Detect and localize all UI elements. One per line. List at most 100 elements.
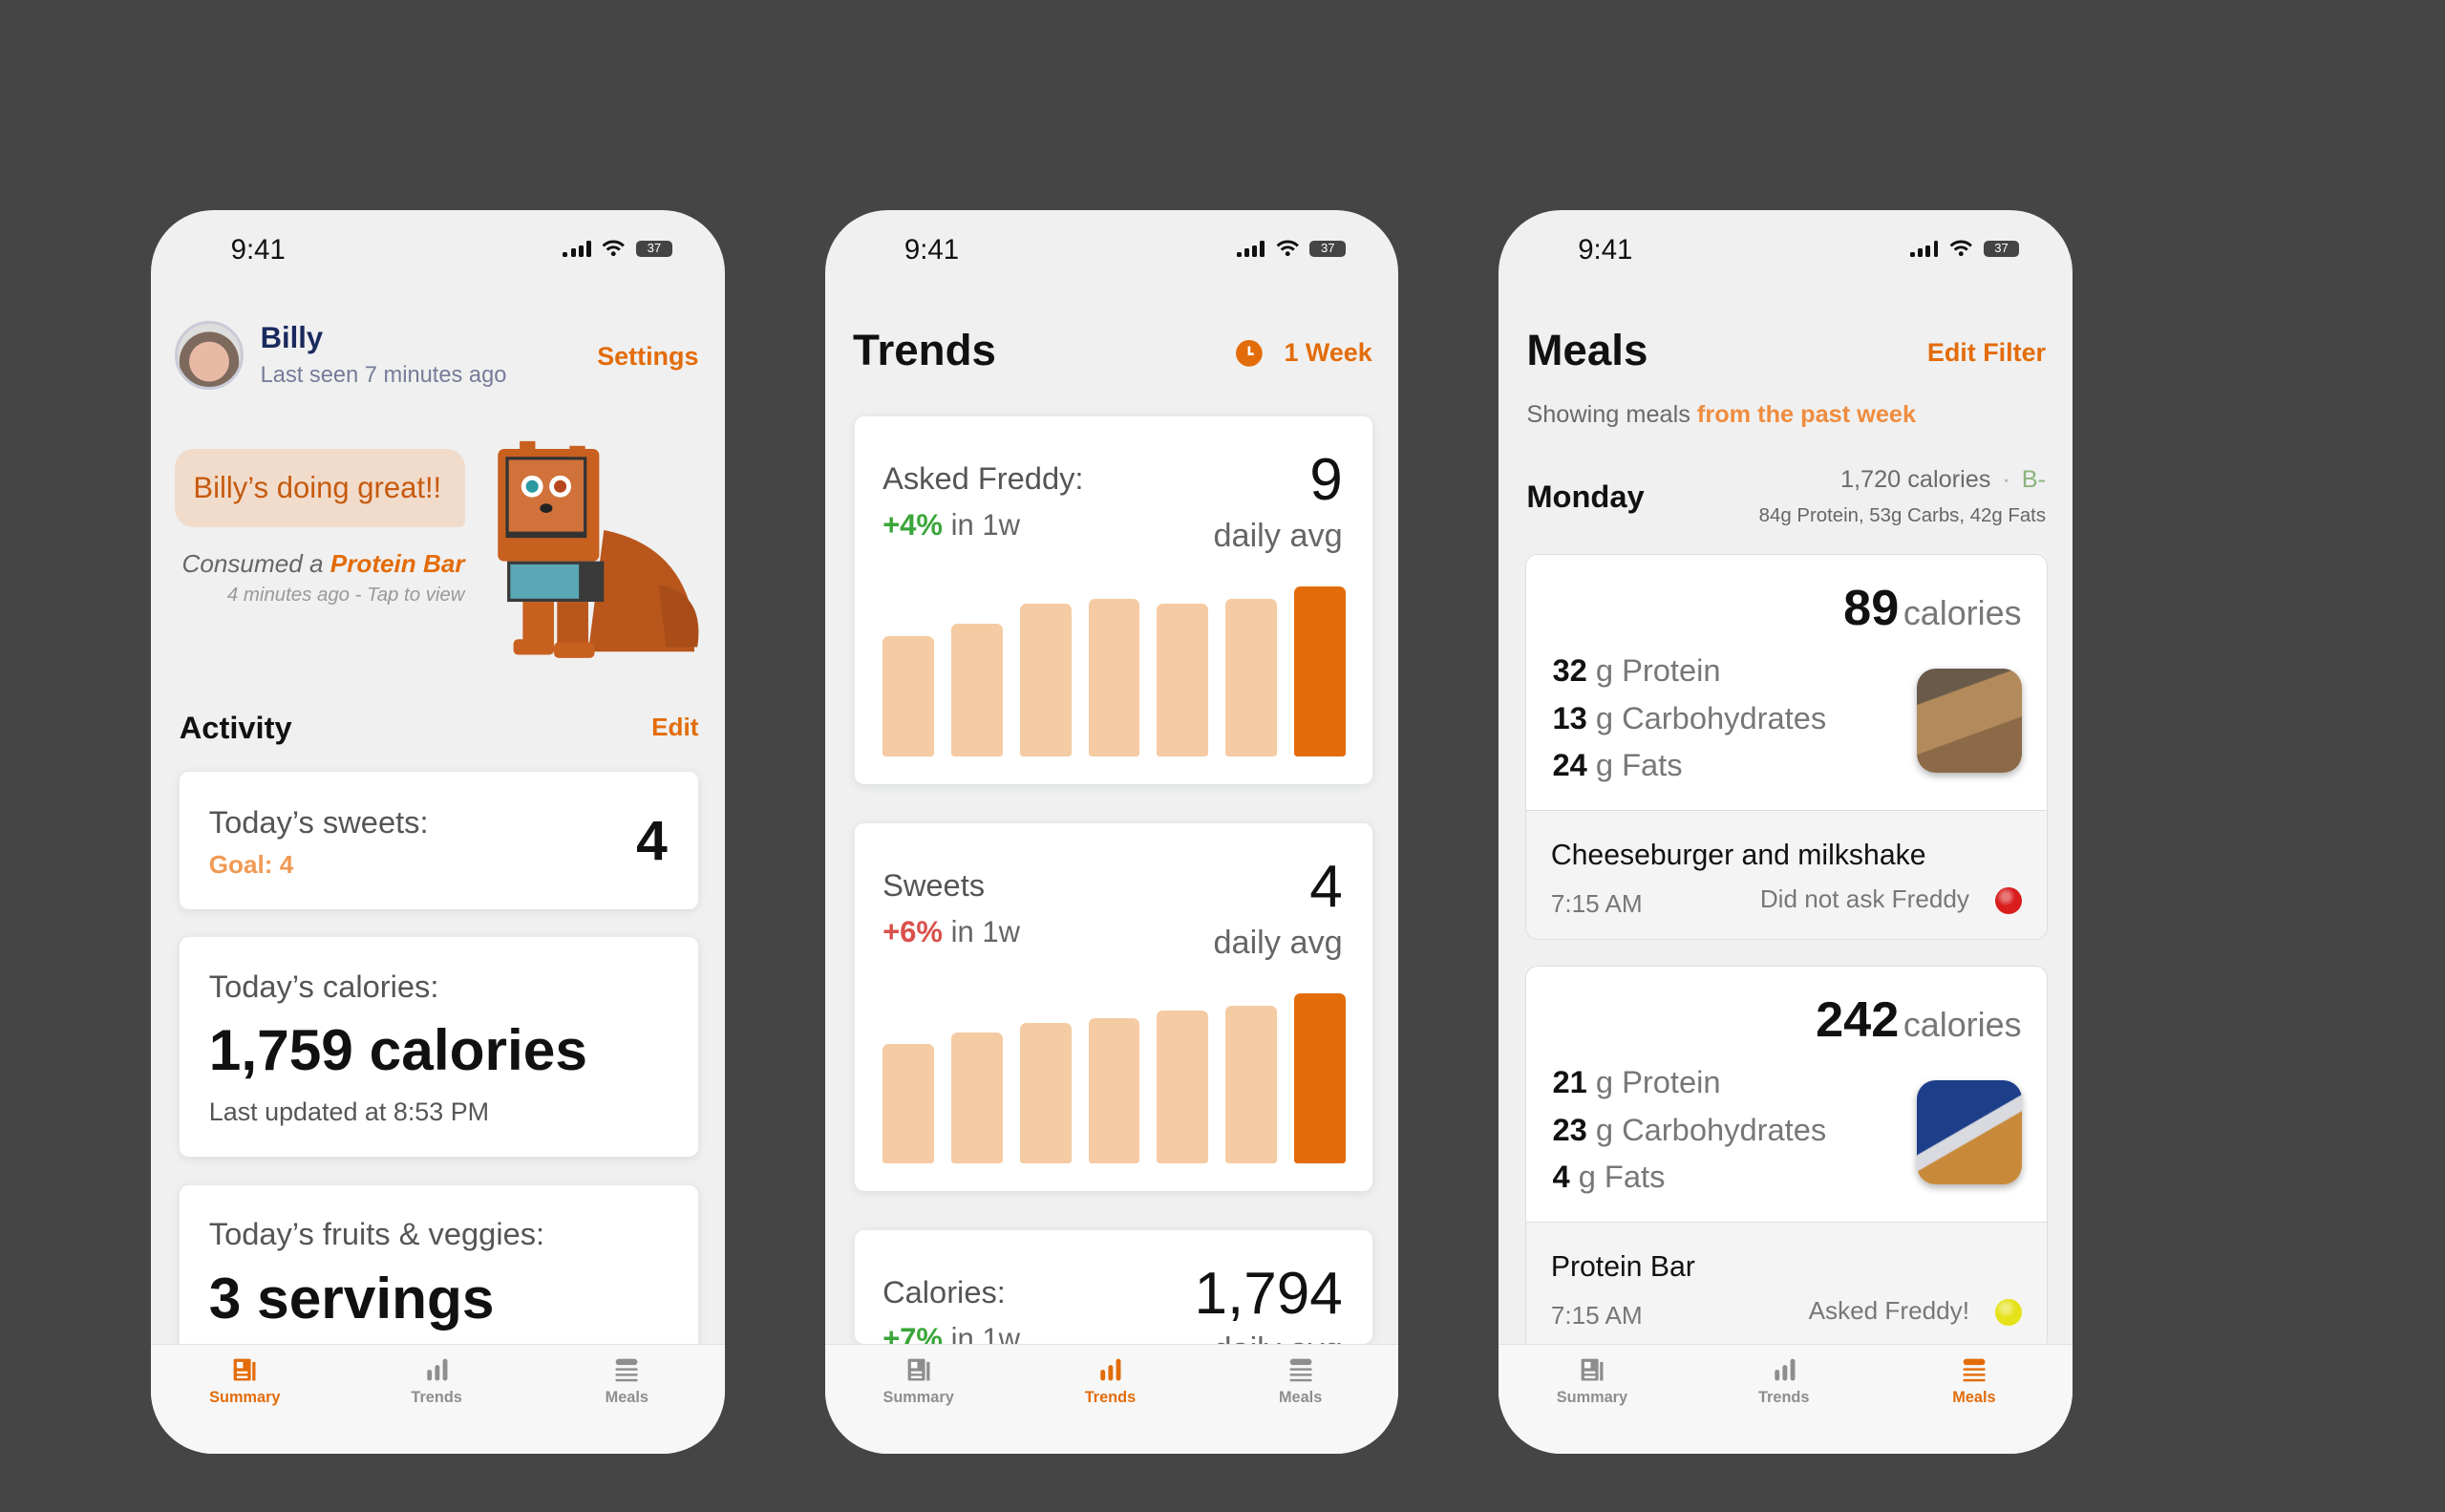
sweets-card[interactable]: Today’s sweets: Goal: 4 4 <box>179 772 699 909</box>
page-title: Meals <box>1526 326 1648 375</box>
activity-edit-link[interactable]: Edit <box>651 713 699 742</box>
trend-change-suffix: in 1w <box>950 1322 1021 1345</box>
trend-change: +4% in 1w <box>882 508 1020 543</box>
wifi-icon <box>1276 240 1299 257</box>
trend-bar <box>950 624 1003 756</box>
meal-card[interactable]: 89 calories 32 g Protein 13 g Carbohydra… <box>1524 553 2048 941</box>
wifi-icon <box>602 240 626 257</box>
showing-prefix: Showing meals <box>1526 400 1690 428</box>
meals-icon <box>1963 1359 1986 1382</box>
trend-change-value: +6% <box>882 915 944 949</box>
day-title: Monday <box>1526 479 1645 515</box>
tab-meals[interactable]: Meals <box>1912 1357 2037 1407</box>
tab-summary[interactable]: Summary <box>1530 1357 1655 1407</box>
trends-icon <box>427 1359 448 1381</box>
tab-trends[interactable]: Trends <box>374 1357 500 1407</box>
wifi-icon <box>1949 240 1972 257</box>
range-selector[interactable]: 1 Week <box>1235 338 1372 368</box>
meal-freddy-text: Did not ask Freddy <box>1759 884 1969 914</box>
trend-card[interactable]: Calories: +7% in 1w 1,794 daily avg <box>854 1230 1372 1345</box>
red-status-dot-icon <box>1994 887 2022 915</box>
tab-trends[interactable]: Trends <box>1721 1357 1846 1407</box>
freddy-robot-dog-illustration <box>497 441 698 658</box>
trend-change: +6% in 1w <box>882 915 1020 949</box>
trend-bar <box>882 1043 934 1163</box>
trend-card[interactable]: Sweets +6% in 1w 4 daily avg <box>854 823 1372 1192</box>
meal-protein: 32 g Protein <box>1552 652 1721 689</box>
trend-bar <box>950 1033 1003 1163</box>
fruits-value: 3 servings <box>208 1266 495 1331</box>
battery-icon: 37 <box>1309 241 1346 257</box>
trends-screen: 9:41 37 Trends 1 Week Asked Freddy: +4% … <box>824 210 1399 1454</box>
meal-photo[interactable] <box>1917 1079 2022 1185</box>
trend-unit: daily avg <box>1213 1331 1342 1344</box>
trend-value: 9 <box>1309 446 1343 513</box>
meal-photo[interactable] <box>1917 668 2022 774</box>
trend-label: Asked Freddy: <box>882 459 1084 496</box>
status-icons: 37 <box>563 240 672 257</box>
tab-bar: Summary Trends Meals <box>151 1344 726 1454</box>
meal-calories-value: 89 <box>1843 580 1900 636</box>
meal-carbs: 13 g Carbohydrates <box>1552 699 1827 735</box>
battery-icon: 37 <box>636 241 672 257</box>
consumed-time: 4 minutes ago - Tap to view <box>226 585 465 607</box>
meal-time: 7:15 AM <box>1550 888 1643 918</box>
trend-change-value: +4% <box>882 508 944 543</box>
meal-name: Cheeseburger and milkshake <box>1550 839 1926 871</box>
showing-range-link[interactable]: from the past week <box>1696 400 1917 428</box>
trends-icon <box>1774 1359 1796 1381</box>
status-time: 9:41 <box>904 233 960 266</box>
filter-description: Showing meals from the past week <box>1526 401 1916 429</box>
tab-meals[interactable]: Meals <box>1238 1357 1363 1407</box>
last-seen: Last seen 7 minutes ago <box>260 363 507 389</box>
yellow-status-dot-icon <box>1994 1299 2022 1327</box>
meal-calories-unit: calories <box>1903 1004 2022 1044</box>
day-separator: · <box>2002 466 2010 494</box>
activity-title: Activity <box>179 709 292 745</box>
trend-change: +7% in 1w <box>882 1322 1020 1344</box>
tab-label: Trends <box>1757 1389 1810 1406</box>
tab-summary[interactable]: Summary <box>182 1357 308 1407</box>
status-time: 9:41 <box>1578 233 1633 266</box>
meal-card[interactable]: 242 calories 21 g Protein 23 g Carbohydr… <box>1524 965 2048 1345</box>
consumed-item-link[interactable]: Protein Bar <box>330 548 465 578</box>
tab-meals[interactable]: Meals <box>564 1357 690 1407</box>
fruits-card[interactable]: Today’s fruits & veggies: 3 servings <box>179 1184 699 1345</box>
trend-bar <box>1088 598 1140 756</box>
signal-icon <box>563 241 591 257</box>
trend-bar <box>1225 1006 1278 1163</box>
day-summary: 1,720 calories · B- <box>1840 466 2046 494</box>
tab-bar: Summary Trends Meals <box>1498 1344 2073 1454</box>
trend-bar <box>1294 586 1346 756</box>
trend-card[interactable]: Asked Freddy: +4% in 1w 9 daily avg <box>854 415 1372 785</box>
trend-value: 1,794 <box>1194 1261 1343 1328</box>
consumed-line[interactable]: Consumed a Protein Bar <box>181 549 464 579</box>
signal-icon <box>1910 241 1939 257</box>
settings-link[interactable]: Settings <box>597 341 699 371</box>
trend-bar <box>1019 603 1072 756</box>
meal-freddy-status: Asked Freddy! <box>1808 1296 2022 1327</box>
status-icons: 37 <box>1236 240 1346 257</box>
meal-time: 7:15 AM <box>1550 1300 1643 1330</box>
meal-calories: 89 calories <box>1843 580 2021 637</box>
calories-value: 1,759 calories <box>208 1017 587 1083</box>
tab-bar: Summary Trends Meals <box>824 1344 1399 1454</box>
meal-freddy-text: Asked Freddy! <box>1808 1296 1969 1326</box>
trend-bar <box>1294 992 1346 1163</box>
avatar[interactable] <box>174 321 244 391</box>
meal-macros: 21 g Protein 23 g Carbohydrates 4 g Fats <box>1552 1064 1826 1205</box>
calories-updated: Last updated at 8:53 PM <box>208 1097 490 1127</box>
tab-label: Meals <box>1952 1389 1996 1406</box>
range-label: 1 Week <box>1284 338 1372 368</box>
signal-icon <box>1236 241 1265 257</box>
edit-filter-link[interactable]: Edit Filter <box>1926 338 2047 368</box>
trend-bar <box>1157 1011 1209 1163</box>
meal-carbs: 23 g Carbohydrates <box>1552 1111 1827 1147</box>
calories-card[interactable]: Today’s calories: 1,759 calories Last up… <box>179 937 699 1158</box>
tab-label: Trends <box>1084 1389 1137 1406</box>
meal-calories: 242 calories <box>1816 991 2021 1049</box>
tab-summary[interactable]: Summary <box>856 1357 981 1407</box>
meal-freddy-status: Did not ask Freddy <box>1759 884 2022 915</box>
tab-trends[interactable]: Trends <box>1048 1357 1173 1407</box>
